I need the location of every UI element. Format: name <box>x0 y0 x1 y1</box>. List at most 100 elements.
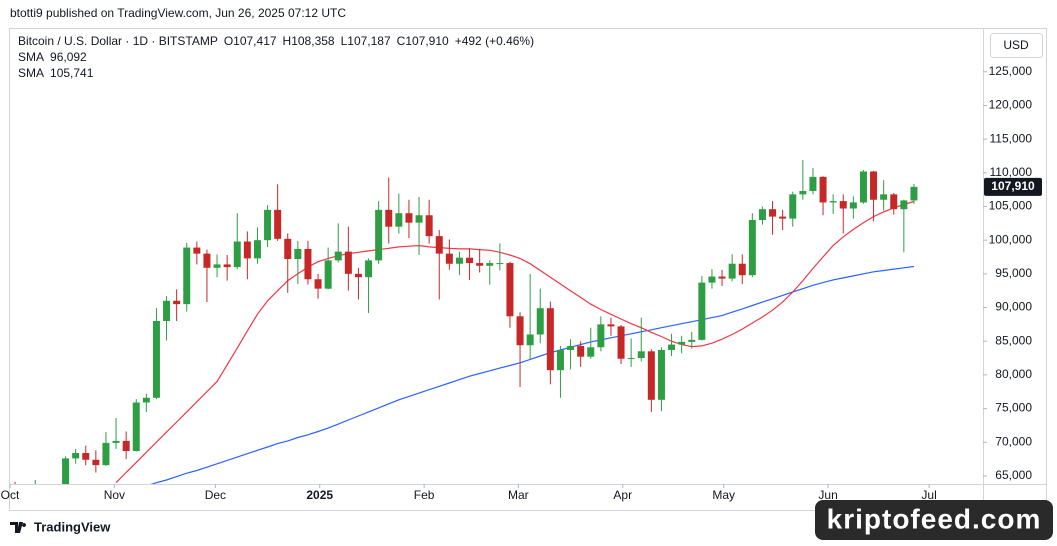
candle-body <box>779 216 787 219</box>
y-tick-label: 120,000 <box>989 98 1033 112</box>
legend: Bitcoin / U.S. Dollar · 1D · BITSTAMP O1… <box>18 34 534 80</box>
candle-body <box>637 351 645 359</box>
candle-body <box>657 349 665 400</box>
y-tick-label: 115,000 <box>990 131 1033 145</box>
candle-body <box>304 248 312 280</box>
y-tick-label: 95,000 <box>995 266 1032 280</box>
candle-body <box>314 279 322 289</box>
currency-box[interactable] <box>990 33 1043 58</box>
y-tick-label: 65,000 <box>995 468 1032 482</box>
y-tick-label: 110,000 <box>990 165 1033 179</box>
candle-body <box>72 453 80 459</box>
legend-change: +492 (+0.46%) <box>455 34 534 48</box>
candle-body <box>910 186 918 201</box>
candle-body <box>839 201 847 209</box>
candle-body <box>758 209 766 220</box>
candle-body <box>425 215 433 237</box>
candle-body <box>163 300 171 321</box>
candle-body <box>284 238 292 260</box>
candle-body <box>132 402 140 451</box>
price-label: 107,910 <box>991 179 1035 193</box>
candle-body <box>516 316 524 346</box>
candle-body <box>567 345 575 350</box>
x-tick-label: Jul <box>921 488 936 502</box>
x-tick-label: Jun <box>818 488 837 502</box>
candle-body <box>122 440 130 451</box>
candle-body <box>82 453 90 460</box>
candle-body <box>385 209 393 227</box>
sma-line <box>115 200 915 484</box>
candle-body <box>819 176 827 203</box>
candle-body <box>526 334 534 346</box>
candle-body <box>668 344 676 350</box>
y-tick-label: 75,000 <box>995 401 1032 415</box>
candle-body <box>334 251 342 261</box>
y-tick-label: 70,000 <box>995 434 1032 448</box>
candle-body <box>799 191 807 195</box>
candle-body <box>900 200 908 210</box>
candle-body <box>809 176 817 192</box>
candle-body <box>496 263 504 265</box>
legend-value: 96,092 <box>50 50 87 64</box>
tradingview-logo <box>10 522 27 533</box>
candle-body <box>859 171 867 203</box>
candle-body <box>627 358 635 360</box>
candle-body <box>405 213 413 223</box>
x-tick-label: Dec <box>205 488 226 502</box>
candle-body <box>587 347 595 357</box>
legend-ohlc: O107,417 <box>224 34 277 48</box>
candle-body <box>849 202 857 209</box>
price-label-box <box>984 177 1042 196</box>
candle-body <box>354 273 362 278</box>
candle-body <box>880 194 888 200</box>
candle-body <box>112 440 120 443</box>
x-tick-label: May <box>712 488 735 502</box>
footer: TradingView <box>34 519 111 534</box>
candle-body <box>243 241 251 259</box>
candle-body <box>344 251 352 274</box>
x-tick-label: 2025 <box>306 488 333 502</box>
y-tick-label: 105,000 <box>989 199 1033 213</box>
candle-body <box>455 257 463 264</box>
candle-body <box>486 263 494 266</box>
candle-body <box>264 209 272 241</box>
candle-body <box>213 264 221 268</box>
legend-ohlc: L107,187 <box>341 34 391 48</box>
plot <box>14 160 918 484</box>
candle-body <box>233 241 241 268</box>
candle-body <box>748 219 756 276</box>
candle-body <box>708 276 716 283</box>
candle-body <box>890 194 898 210</box>
candle-body <box>324 260 332 289</box>
legend-name: SMA <box>18 50 44 64</box>
candle-body <box>506 263 514 317</box>
legend-name: SMA <box>18 66 44 80</box>
candle-body <box>607 324 615 327</box>
candle-body <box>536 308 544 335</box>
candle-body <box>294 248 302 260</box>
candle-body <box>375 209 383 261</box>
candle-body <box>870 171 878 200</box>
candle-body <box>365 260 373 278</box>
candle-body <box>142 397 150 403</box>
candle-body <box>769 209 777 217</box>
candle-body <box>183 247 191 305</box>
y-tick-label: 80,000 <box>995 367 1032 381</box>
currency[interactable]: USD <box>1003 38 1029 52</box>
legend-value: 105,741 <box>50 66 94 80</box>
candle-body <box>253 240 261 259</box>
candle-body <box>395 213 403 227</box>
candle-body <box>152 320 160 398</box>
candle-body <box>223 264 231 268</box>
y-tick-label: 85,000 <box>995 333 1032 347</box>
candle-body <box>829 201 837 203</box>
candle-body <box>466 257 474 264</box>
y-tick-label: 100,000 <box>989 232 1033 246</box>
candle-body <box>546 308 554 371</box>
candle-body <box>173 300 181 305</box>
legend-symbol: Bitcoin / U.S. Dollar · 1D · BITSTAMP <box>18 34 218 48</box>
candle-body <box>193 247 201 254</box>
watermark-box <box>815 500 1053 540</box>
